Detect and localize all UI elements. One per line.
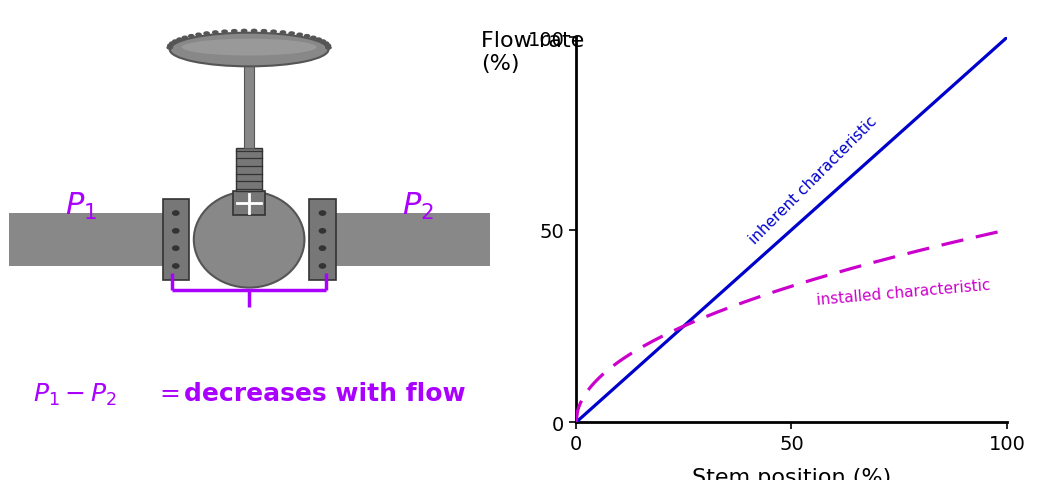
Ellipse shape xyxy=(182,39,317,56)
Ellipse shape xyxy=(319,228,326,234)
Ellipse shape xyxy=(170,34,328,67)
Ellipse shape xyxy=(172,211,180,216)
Ellipse shape xyxy=(203,32,210,36)
Ellipse shape xyxy=(241,30,247,34)
Text: $P_1$: $P_1$ xyxy=(64,191,97,222)
Text: $P_1 - P_2$: $P_1 - P_2$ xyxy=(32,381,116,407)
Ellipse shape xyxy=(172,264,180,269)
Ellipse shape xyxy=(169,42,175,47)
X-axis label: Stem position (%): Stem position (%) xyxy=(692,467,891,480)
Text: =: = xyxy=(160,382,189,406)
Bar xyxy=(244,58,254,149)
Ellipse shape xyxy=(182,36,188,41)
Bar xyxy=(8,214,167,266)
Text: installed characteristic: installed characteristic xyxy=(816,277,991,307)
Ellipse shape xyxy=(289,32,295,36)
Text: $P_2$: $P_2$ xyxy=(402,191,434,222)
Ellipse shape xyxy=(261,30,268,34)
Ellipse shape xyxy=(320,40,326,45)
Ellipse shape xyxy=(172,40,179,45)
Ellipse shape xyxy=(319,211,326,216)
Text: inherent characteristic: inherent characteristic xyxy=(746,114,879,247)
Ellipse shape xyxy=(319,246,326,252)
Ellipse shape xyxy=(279,31,286,36)
Ellipse shape xyxy=(172,228,180,234)
Ellipse shape xyxy=(325,47,332,50)
Ellipse shape xyxy=(296,34,303,38)
Ellipse shape xyxy=(194,192,304,288)
Ellipse shape xyxy=(173,42,325,65)
Ellipse shape xyxy=(195,34,202,38)
Ellipse shape xyxy=(325,44,331,48)
Ellipse shape xyxy=(212,31,219,36)
Ellipse shape xyxy=(319,264,326,269)
Text: decreases with flow: decreases with flow xyxy=(184,382,466,406)
Ellipse shape xyxy=(270,30,277,35)
Text: Flow rate
(%): Flow rate (%) xyxy=(482,31,584,74)
Ellipse shape xyxy=(251,30,257,34)
Ellipse shape xyxy=(221,30,228,35)
Ellipse shape xyxy=(316,38,322,43)
Bar xyxy=(163,199,189,281)
Ellipse shape xyxy=(167,44,173,48)
Ellipse shape xyxy=(166,47,173,50)
Bar xyxy=(309,199,335,281)
Ellipse shape xyxy=(188,35,195,39)
Ellipse shape xyxy=(310,36,317,41)
Ellipse shape xyxy=(323,42,329,47)
Bar xyxy=(234,192,265,216)
Bar xyxy=(236,149,263,192)
Ellipse shape xyxy=(303,35,310,39)
Ellipse shape xyxy=(176,38,183,43)
Ellipse shape xyxy=(172,246,180,252)
Ellipse shape xyxy=(230,30,238,34)
Bar xyxy=(331,214,490,266)
